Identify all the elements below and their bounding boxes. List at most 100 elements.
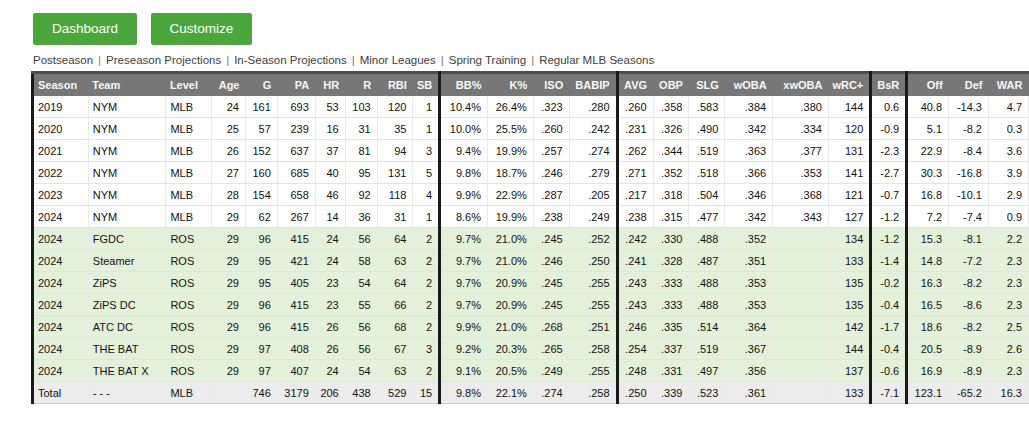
cell-pa: 658 bbox=[277, 184, 315, 206]
cell-def: -8.4 bbox=[949, 140, 989, 162]
cell-avg: .238 bbox=[617, 206, 653, 228]
cell-pa: 407 bbox=[277, 360, 315, 382]
cell-wrc_plus: 135 bbox=[828, 272, 870, 294]
column-header-avg[interactable]: AVG bbox=[617, 73, 653, 97]
cell-war: 3.6 bbox=[988, 140, 1028, 162]
cell-wrc_plus: 142 bbox=[828, 316, 870, 338]
cell-season: 2019 bbox=[33, 96, 89, 118]
cell-avg: .271 bbox=[617, 162, 653, 184]
cell-wrc_plus: 121 bbox=[828, 184, 870, 206]
nav-separator: | bbox=[441, 54, 444, 66]
column-header-babip[interactable]: BABIP bbox=[569, 73, 617, 97]
cell-iso: .246 bbox=[533, 250, 569, 272]
cell-k_pct: 22.9% bbox=[487, 184, 533, 206]
cell-war: 2.9 bbox=[988, 184, 1028, 206]
column-header-xwoba[interactable]: xwOBA bbox=[773, 73, 829, 97]
column-header-g[interactable]: G bbox=[245, 73, 277, 97]
cell-hr: 24 bbox=[315, 360, 345, 382]
column-header-wrc_plus[interactable]: wRC+ bbox=[828, 73, 870, 97]
column-header-age[interactable]: Age bbox=[212, 73, 246, 97]
column-header-hr[interactable]: HR bbox=[315, 73, 345, 97]
cell-pa: 637 bbox=[277, 140, 315, 162]
cell-level: ROS bbox=[166, 272, 212, 294]
column-header-war[interactable]: WAR bbox=[988, 73, 1028, 97]
cell-age: 29 bbox=[212, 360, 246, 382]
cell-bb_pct: 8.6% bbox=[440, 206, 488, 228]
cell-age: 25 bbox=[212, 118, 246, 140]
cell-level: MLB bbox=[166, 206, 212, 228]
cell-bsr: -0.9 bbox=[871, 118, 907, 140]
cell-pa: 405 bbox=[277, 272, 315, 294]
cell-k_pct: 20.9% bbox=[487, 294, 533, 316]
cell-age: 29 bbox=[212, 250, 246, 272]
cell-age: 29 bbox=[212, 338, 246, 360]
stats-table: SeasonTeamLevelAgeGPAHRRRBISBBB%K%ISOBAB… bbox=[31, 71, 1029, 404]
column-header-season[interactable]: Season bbox=[33, 73, 89, 97]
column-header-sb[interactable]: SB bbox=[413, 73, 440, 97]
cell-def: -65.2 bbox=[949, 382, 989, 404]
cell-xwoba bbox=[773, 250, 829, 272]
column-header-bsr[interactable]: BsR bbox=[871, 73, 907, 97]
cell-g: 161 bbox=[245, 96, 277, 118]
column-header-rbi[interactable]: RBI bbox=[377, 73, 413, 97]
cell-off: 15.3 bbox=[907, 228, 949, 250]
cell-k_pct: 21.0% bbox=[487, 228, 533, 250]
dashboard-button[interactable]: Dashboard bbox=[33, 13, 137, 45]
column-header-level[interactable]: Level bbox=[166, 73, 212, 97]
nav-item-spring-training[interactable]: Spring Training bbox=[449, 54, 526, 66]
cell-babip: .250 bbox=[569, 250, 617, 272]
cell-sb: 1 bbox=[413, 96, 440, 118]
column-header-slg[interactable]: SLG bbox=[689, 73, 725, 97]
column-header-off[interactable]: Off bbox=[907, 73, 949, 97]
nav-item-minor-leagues[interactable]: Minor Leagues bbox=[360, 54, 436, 66]
column-header-woba[interactable]: wOBA bbox=[725, 73, 773, 97]
cell-hr: 14 bbox=[315, 206, 345, 228]
cell-team: NYM bbox=[88, 140, 166, 162]
cell-avg: .243 bbox=[617, 272, 653, 294]
cell-bsr: -7.1 bbox=[871, 382, 907, 404]
cell-slg: .488 bbox=[689, 272, 725, 294]
cell-war: 2.3 bbox=[988, 272, 1028, 294]
column-header-obp[interactable]: OBP bbox=[653, 73, 689, 97]
cell-babip: .255 bbox=[569, 360, 617, 382]
cell-xwoba bbox=[773, 294, 829, 316]
column-header-k_pct[interactable]: K% bbox=[487, 73, 533, 97]
cell-avg: .241 bbox=[617, 250, 653, 272]
column-header-team[interactable]: Team bbox=[88, 73, 166, 97]
cell-woba: .351 bbox=[725, 250, 773, 272]
column-header-iso[interactable]: ISO bbox=[533, 73, 569, 97]
column-header-def[interactable]: Def bbox=[949, 73, 989, 97]
cell-def: -8.6 bbox=[949, 294, 989, 316]
cell-pa: 415 bbox=[277, 228, 315, 250]
cell-babip: .258 bbox=[569, 338, 617, 360]
customize-button[interactable]: Customize bbox=[151, 13, 253, 45]
column-header-bb_pct[interactable]: BB% bbox=[440, 73, 488, 97]
cell-off: 20.5 bbox=[907, 338, 949, 360]
cell-def: -8.2 bbox=[949, 118, 989, 140]
cell-r: 31 bbox=[345, 118, 377, 140]
cell-off: 40.8 bbox=[907, 96, 949, 118]
cell-avg: .250 bbox=[617, 382, 653, 404]
cell-pa: 267 bbox=[277, 206, 315, 228]
nav-item-in-season-projections[interactable]: In-Season Projections bbox=[234, 54, 347, 66]
cell-g: 96 bbox=[245, 228, 277, 250]
cell-iso: .287 bbox=[533, 184, 569, 206]
cell-pa: 693 bbox=[277, 96, 315, 118]
cell-hr: 23 bbox=[315, 272, 345, 294]
cell-obp: .328 bbox=[653, 250, 689, 272]
cell-season: 2024 bbox=[33, 228, 89, 250]
cell-off: 14.8 bbox=[907, 250, 949, 272]
nav-item-postseason[interactable]: Postseason bbox=[33, 54, 93, 66]
cell-age: 29 bbox=[212, 272, 246, 294]
nav-item-regular-mlb-seasons[interactable]: Regular MLB Seasons bbox=[539, 54, 654, 66]
cell-g: 57 bbox=[245, 118, 277, 140]
cell-bb_pct: 9.9% bbox=[440, 184, 488, 206]
cell-off: 16.5 bbox=[907, 294, 949, 316]
cell-sb: 2 bbox=[413, 360, 440, 382]
nav-item-preseason-projections[interactable]: Preseason Projections bbox=[106, 54, 221, 66]
column-header-r[interactable]: R bbox=[345, 73, 377, 97]
cell-woba: .346 bbox=[725, 184, 773, 206]
cell-season: 2024 bbox=[33, 316, 89, 338]
column-header-pa[interactable]: PA bbox=[277, 73, 315, 97]
cell-bb_pct: 9.7% bbox=[440, 272, 488, 294]
